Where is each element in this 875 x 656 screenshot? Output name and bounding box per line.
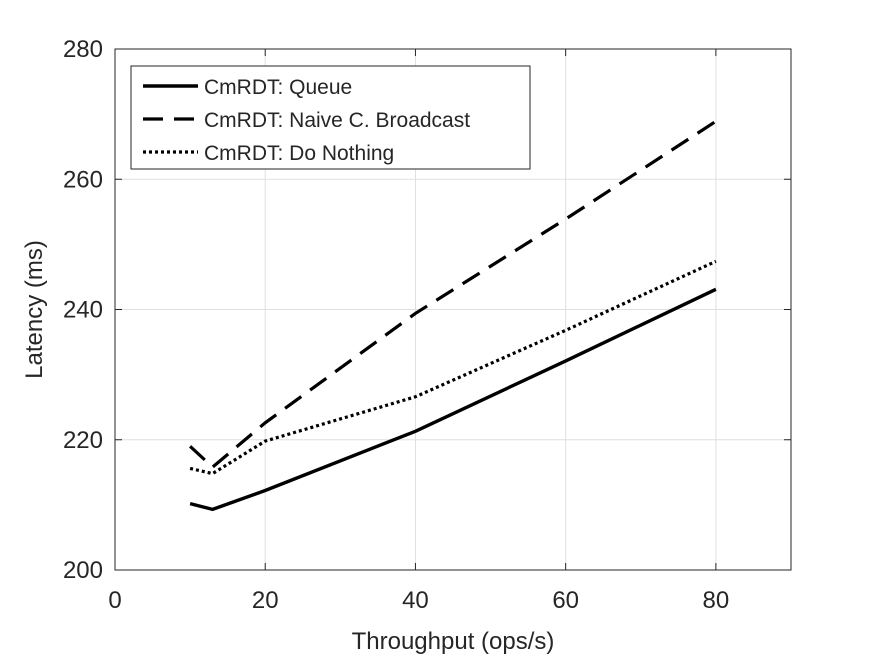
x-tick-label: 40 bbox=[402, 587, 429, 614]
y-axis-label: Latency (ms) bbox=[21, 240, 48, 379]
legend-entry: CmRDT: Do Nothing bbox=[204, 142, 394, 165]
x-tick-label: 0 bbox=[108, 587, 121, 614]
x-tick-label: 20 bbox=[252, 587, 279, 614]
x-axis-label: Throughput (ops/s) bbox=[352, 628, 555, 655]
legend: CmRDT: Queue CmRDT: Naive C. Broadcast CmR… bbox=[130, 65, 531, 170]
series-line-1 bbox=[189, 287, 717, 512]
y-tick-label: 260 bbox=[63, 166, 103, 193]
x-tick-label: 80 bbox=[703, 587, 730, 614]
axis-ticks: 0 20 40 60 80 200 220 240 260 280 bbox=[63, 36, 791, 614]
y-tick-label: 280 bbox=[63, 36, 103, 63]
y-tick-label: 220 bbox=[63, 427, 103, 454]
y-tick-label: 240 bbox=[63, 297, 103, 324]
series-line-2 bbox=[189, 119, 717, 470]
series-layer bbox=[189, 119, 717, 512]
legend-entry: CmRDT: Queue bbox=[204, 76, 352, 99]
legend-entry: CmRDT: Naive C. Broadcast bbox=[204, 109, 470, 132]
series-line-3 bbox=[189, 259, 717, 476]
y-tick-label: 200 bbox=[63, 557, 103, 584]
x-tick-label: 60 bbox=[552, 587, 579, 614]
